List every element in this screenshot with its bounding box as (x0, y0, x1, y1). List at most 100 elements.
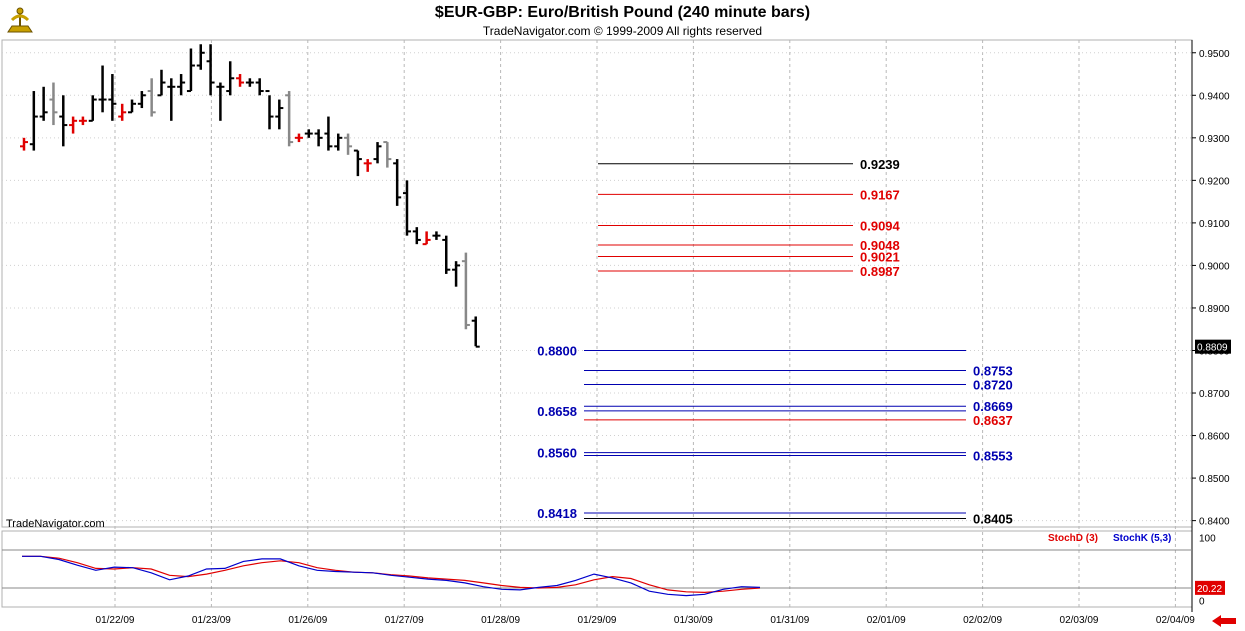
ohlc-bar (383, 141, 392, 168)
ohlc-bar (98, 65, 107, 113)
ohlc-bar (147, 78, 156, 117)
level-label: 0.9021 (860, 249, 900, 264)
ohlc-bar (285, 91, 294, 147)
ohlc-bar (177, 74, 186, 96)
ohlc-bar (432, 231, 441, 240)
level-label: 0.8800 (537, 343, 577, 358)
level-label: 0.8669 (973, 399, 1013, 414)
ohlc-bar (167, 78, 176, 121)
ohlc-bar (59, 95, 68, 147)
ohlc-bar (39, 86, 48, 121)
ohlc-bar (128, 99, 137, 114)
level-label: 0.8753 (973, 363, 1013, 378)
ohlc-bar (88, 95, 97, 122)
x-tick-label: 01/27/09 (385, 615, 424, 626)
sextant-logo-icon (7, 7, 33, 33)
legend-stoch-k: StochK (5,3) (1113, 533, 1172, 544)
x-tick-label: 01/23/09 (192, 615, 231, 626)
ohlc-bar (304, 129, 313, 138)
stoch-tick-label: 0 (1199, 597, 1205, 608)
ohlc-bar (353, 149, 362, 177)
x-tick-label: 01/28/09 (481, 615, 520, 626)
ohlc-bar (461, 252, 470, 330)
ohlc-bar (265, 90, 274, 130)
ohlc-bar (206, 44, 215, 96)
ohlc-bar (393, 159, 402, 206)
ohlc-bar (186, 48, 195, 93)
x-tick-label: 02/04/09 (1156, 615, 1195, 626)
y-tick-label: 0.9500 (1199, 49, 1230, 60)
ohlc-bar (452, 261, 461, 287)
level-label: 0.8553 (973, 449, 1013, 464)
ohlc-bar (294, 133, 303, 143)
ohlc-bar (20, 137, 28, 151)
ohlc-bar (324, 116, 333, 151)
price-panel (1, 39, 1193, 528)
ohlc-bar (334, 133, 343, 151)
ohlc-bar (255, 78, 264, 96)
ohlc-bar (363, 159, 372, 172)
stoch-tick-label: 100 (1199, 533, 1216, 544)
level-label: 0.9239 (860, 157, 900, 172)
ohlc-bar (108, 74, 117, 121)
ohlc-bar (29, 91, 38, 151)
ohlc-bar (412, 227, 421, 245)
ohlc-bar (196, 44, 205, 70)
ohlc-bar (471, 316, 480, 348)
ohlc-bar (69, 116, 78, 134)
x-tick-label: 01/29/09 (578, 615, 617, 626)
x-tick-label: 01/31/09 (770, 615, 809, 626)
y-tick-label: 0.8500 (1199, 474, 1230, 485)
level-label: 0.8637 (973, 413, 1013, 428)
y-tick-label: 0.9200 (1199, 176, 1230, 187)
stoch-last-badge (1195, 580, 1225, 595)
level-label: 0.8405 (973, 511, 1013, 526)
x-tick-label: 02/02/09 (963, 615, 1002, 626)
y-tick-label: 0.9300 (1199, 134, 1230, 145)
last-price-badge (1195, 339, 1231, 354)
chart-subtitle: TradeNavigator.com © 1999-2009 All right… (482, 24, 763, 38)
stoch-k-line (22, 555, 761, 597)
level-label: 0.8987 (860, 264, 900, 279)
y-tick-label: 0.9400 (1199, 91, 1230, 102)
ohlc-bar (344, 133, 353, 155)
ohlc-bar (314, 129, 323, 147)
x-tick-label: 02/03/09 (1060, 615, 1099, 626)
level-label: 0.9094 (860, 218, 901, 233)
ohlc-bar (236, 74, 245, 87)
level-label: 0.9048 (860, 238, 900, 253)
level-label: 0.9167 (860, 187, 900, 202)
ohlc-bar (442, 235, 451, 274)
watermark-text: TradeNavigator.com (6, 518, 105, 530)
y-tick-label: 0.8400 (1199, 517, 1230, 528)
x-tick-label: 02/01/09 (867, 615, 906, 626)
ohlc-bar (78, 116, 87, 126)
level-label: 0.8560 (537, 446, 577, 461)
last-price-label: 0.8809 (1197, 343, 1228, 354)
level-label: 0.8720 (973, 378, 1013, 393)
ohlc-bar (226, 61, 235, 96)
ohlc-bar (157, 69, 166, 97)
ohlc-bar (402, 180, 411, 236)
y-tick-label: 0.9000 (1199, 261, 1230, 272)
level-label: 0.8418 (537, 506, 577, 521)
x-tick-label: 01/30/09 (674, 615, 713, 626)
chart-title: $EUR-GBP: Euro/British Pound (240 minute… (434, 4, 811, 21)
ohlc-bar (216, 82, 225, 121)
scroll-left-arrow-icon[interactable] (1210, 614, 1238, 628)
ohlc-bar (137, 91, 146, 109)
level-label: 0.8658 (537, 404, 577, 419)
ohlc-bar (422, 231, 431, 246)
x-tick-label: 01/26/09 (288, 615, 327, 626)
ohlc-bar (275, 99, 284, 130)
y-tick-label: 0.9100 (1199, 219, 1230, 230)
ohlc-bar (118, 103, 127, 121)
stoch-last-label: 20.22 (1197, 584, 1222, 595)
ohlc-bar (49, 82, 58, 126)
legend-stoch-d: StochD (3) (1048, 533, 1098, 544)
ohlc-bar (373, 142, 382, 164)
x-tick-label: 01/22/09 (96, 615, 135, 626)
ohlc-bar (245, 78, 254, 87)
